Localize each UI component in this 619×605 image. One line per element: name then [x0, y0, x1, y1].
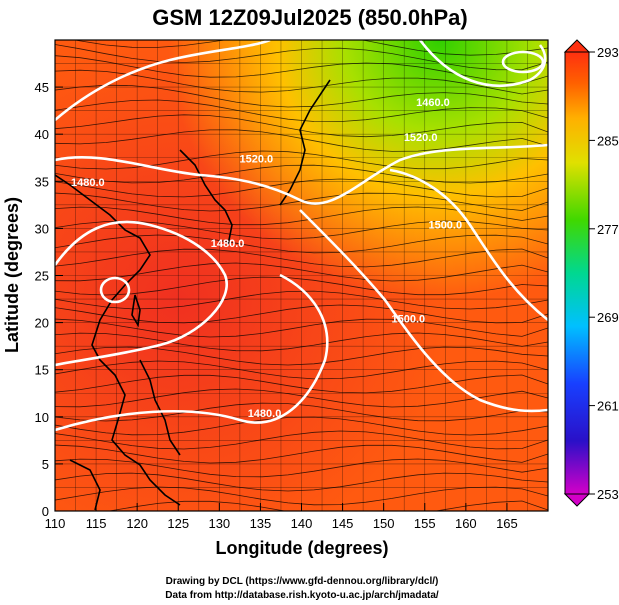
- streamline: [55, 486, 548, 506]
- y-tick-label: 30: [35, 221, 49, 236]
- y-tick-label: 5: [42, 457, 49, 472]
- contour-label: 1520.0: [239, 153, 273, 165]
- colorbar-tick-label: 285: [597, 133, 619, 148]
- y-tick-label: 0: [42, 504, 49, 519]
- colorbar-tick-label: 261: [597, 399, 619, 414]
- contours: [55, 40, 548, 432]
- y-tick-label: 20: [35, 316, 49, 331]
- streamline: [55, 206, 548, 226]
- x-tick-label: 135: [250, 516, 272, 531]
- contour-label: 1500.0: [428, 219, 462, 231]
- y-tick-label: 45: [35, 80, 49, 95]
- y-tick-label: 15: [35, 363, 49, 378]
- streamline: [55, 346, 548, 366]
- x-tick-label: 165: [496, 516, 518, 531]
- coastline-borneo: [69, 459, 101, 511]
- streamline: [55, 55, 548, 85]
- contour-label: 1480.0: [211, 238, 245, 250]
- x-tick-label: 120: [126, 516, 148, 531]
- credit-data: Data from http://database.rish.kyoto-u.a…: [165, 590, 439, 601]
- colorbar-body: [564, 51, 590, 495]
- streamline: [55, 84, 548, 108]
- streamlines: [55, 40, 548, 511]
- streamline: [55, 444, 548, 464]
- contour-label: 1500.0: [391, 314, 425, 326]
- streamline: [55, 192, 548, 212]
- streamline: [55, 276, 548, 296]
- contour-labels: 1520.0 1520.0 1480.0 1480.0 1460.0 1500.0 1500…: [71, 97, 462, 420]
- contour-high-west: [99, 276, 131, 304]
- x-tick-label: 115: [86, 516, 107, 531]
- x-tick-label: 155: [414, 516, 436, 531]
- x-tick-label: 150: [373, 516, 395, 531]
- x-axis-label: Longitude (degrees): [215, 538, 388, 558]
- streamline: [55, 129, 548, 152]
- streamline: [55, 472, 548, 492]
- x-tick-label: 140: [291, 516, 313, 531]
- y-axis-label: Latitude (degrees): [2, 197, 22, 353]
- streamline: [55, 304, 548, 324]
- streamline: [55, 114, 548, 138]
- contour-low-ne: [418, 40, 547, 88]
- contour-1460-north: [55, 40, 271, 121]
- streamline: [55, 44, 548, 71]
- coastline-taiwan: [131, 294, 141, 328]
- streamline: [55, 402, 548, 422]
- credit-drawing: Drawing by DCL (https://www.gfd-dennou.o…: [166, 576, 439, 587]
- streamline: [55, 234, 548, 254]
- contour-1500-inner: [389, 168, 548, 322]
- coastline-philippines: [139, 359, 181, 456]
- streamline: [55, 248, 548, 268]
- streamline: [55, 99, 548, 123]
- contour-1520-north: [55, 143, 548, 205]
- y-tick-label: 35: [35, 174, 49, 189]
- contour-label: 1520.0: [404, 132, 438, 144]
- x-tick-label: 125: [167, 516, 189, 531]
- streamline: [55, 220, 548, 240]
- contour-label: 1480.0: [248, 408, 282, 420]
- x-tick-label: 110: [45, 516, 66, 531]
- streamline: [55, 388, 548, 408]
- streamline: [55, 150, 548, 170]
- streamline: [55, 360, 548, 380]
- streamline: [55, 164, 548, 184]
- contour-1480-south: [55, 273, 329, 432]
- coastline-japan: [279, 79, 331, 206]
- contour-1480-west: [55, 220, 228, 367]
- y-axis-ticks: 0 5 10 15 20 25 30 35 40 45: [35, 80, 63, 519]
- contour-label: 1460.0: [416, 97, 450, 109]
- y-tick-label: 25: [35, 269, 49, 284]
- colorbar-ticks: 253 261 269 277 285 293: [589, 45, 619, 502]
- x-axis-ticks: 110 115 120 125 130 135 140 145 150 155 160 165: [45, 503, 518, 531]
- colorbar-top-arrow: [563, 39, 591, 53]
- x-tick-label: 130: [208, 516, 230, 531]
- colorbar-bottom-arrow: [563, 493, 591, 507]
- colorbar-tick-label: 253: [597, 487, 619, 502]
- streamline: [55, 290, 548, 310]
- streamline: [55, 458, 548, 478]
- colorbar-tick-label: 277: [597, 222, 619, 237]
- chart-title: GSM 12Z09Jul2025 (850.0hPa): [152, 5, 468, 30]
- y-tick-label: 40: [35, 127, 49, 142]
- streamline: [55, 318, 548, 338]
- contour-low-ne-closed: [501, 50, 545, 74]
- streamline: [55, 69, 548, 95]
- contour-label: 1480.0: [71, 177, 105, 189]
- colorbar-tick-label: 269: [597, 310, 619, 325]
- contour-1500-east: [299, 209, 548, 413]
- streamline: [107, 500, 548, 511]
- streamline: [73, 40, 548, 56]
- coastline-korea: [179, 149, 233, 246]
- x-tick-label: 160: [455, 516, 477, 531]
- streamline: [55, 332, 548, 352]
- colorbar-tick-label: 293: [597, 45, 619, 60]
- y-tick-label: 10: [35, 410, 49, 425]
- gridlines: [55, 40, 548, 511]
- colorbar: 253 261 269 277 285 293: [563, 39, 619, 507]
- streamline: [55, 374, 548, 394]
- x-tick-label: 145: [332, 516, 354, 531]
- streamline: [55, 178, 548, 198]
- plot-area: 1520.0 1520.0 1480.0 1480.0 1460.0 1500.0 1500…: [55, 40, 548, 511]
